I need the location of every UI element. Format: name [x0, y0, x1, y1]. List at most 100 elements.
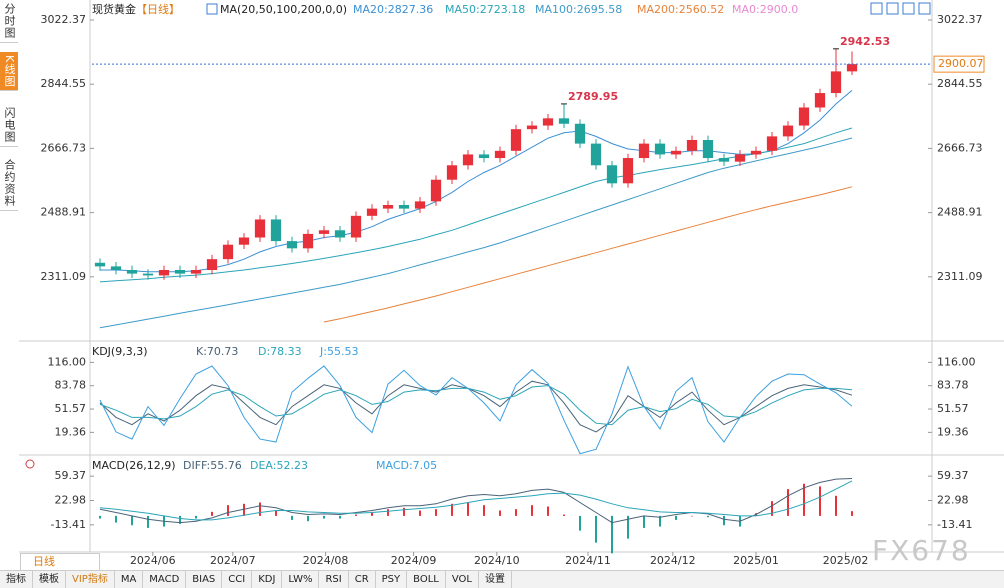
candle-body [494, 150, 506, 159]
candle-body [254, 219, 266, 238]
macd-bar [659, 515, 661, 527]
toolbar-button[interactable]: MA [115, 571, 144, 588]
toolbar-button[interactable]: CR [349, 571, 376, 588]
y-tick-label-right: 2666.73 [937, 141, 983, 154]
macd-bar [323, 515, 325, 519]
macd-bar [179, 515, 181, 524]
macd-bar [547, 506, 549, 516]
y-tick-label-right: 3022.37 [937, 13, 983, 26]
candle-body [558, 118, 570, 124]
toolbar-button[interactable]: BIAS [186, 571, 223, 588]
y-tick-label-right: 116.00 [937, 355, 976, 368]
x-tick-label: 2025/01 [733, 554, 779, 567]
settings-icon[interactable] [25, 459, 35, 469]
y-tick-label: -13.41 [51, 518, 86, 531]
side-tab[interactable]: 合约资料 [0, 156, 18, 211]
legend-entry: J:55.53 [319, 345, 358, 358]
y-tick-label-right: 51.57 [937, 402, 969, 415]
candle-body [110, 266, 122, 270]
side-tab[interactable]: 闪电图 [0, 104, 18, 147]
candle-body [462, 154, 474, 166]
background [19, 0, 1004, 569]
toolbar-button[interactable]: CCI [222, 571, 253, 588]
candle-body [318, 230, 330, 234]
candle-body [270, 219, 282, 242]
macd-bar [355, 514, 357, 516]
toolbar-button[interactable]: RSI [319, 571, 349, 588]
y-tick-label: 22.98 [55, 493, 87, 506]
candle-body [222, 244, 234, 260]
y-tick-label: 116.00 [48, 355, 87, 368]
macd-bar [723, 515, 725, 526]
period-tab[interactable]: 日线 [20, 553, 100, 570]
candle-body [686, 140, 698, 151]
y-tick-label: 51.57 [55, 402, 87, 415]
macd-bar [339, 515, 341, 519]
candle-body [654, 143, 666, 155]
y-tick-label: 3022.37 [41, 13, 87, 26]
macd-bar [387, 509, 389, 516]
macd-bar [259, 502, 261, 516]
toolbar-icons[interactable] [870, 2, 931, 15]
legend-entry: MA100:2695.58 [535, 3, 622, 16]
indicator-line [99, 380, 853, 433]
x-tick-label: 2024/10 [474, 554, 520, 567]
side-tab[interactable]: K线图 [0, 52, 18, 92]
toolbar-button[interactable]: 模板 [33, 571, 66, 588]
candle-body [446, 165, 458, 180]
candle-body [766, 136, 778, 151]
candle-body [478, 154, 490, 159]
candle-body [206, 259, 218, 270]
toolbar-button[interactable]: BOLL [407, 571, 446, 588]
icon[interactable] [902, 2, 915, 15]
candle-body [750, 150, 762, 155]
macd-bar [227, 505, 229, 516]
macd-bar [835, 495, 837, 516]
x-tick-label: 2024/07 [210, 554, 256, 567]
y-tick-label-right: 2844.55 [937, 77, 983, 90]
candle-body [126, 270, 138, 274]
macd-bar [195, 515, 197, 519]
macd-bar [147, 515, 149, 528]
toolbar-button[interactable]: KDJ [252, 571, 283, 588]
macd-bar [803, 483, 805, 516]
icon[interactable] [870, 2, 883, 15]
macd-bar [291, 515, 293, 520]
candle-body [798, 107, 810, 126]
toolbar-button[interactable]: 设置 [479, 571, 512, 588]
candle-body [542, 118, 554, 126]
candle-body [574, 123, 586, 144]
macd-bar [579, 515, 581, 531]
icon[interactable] [886, 2, 899, 15]
macd-bar [563, 514, 565, 516]
macd-bar [451, 503, 453, 516]
y-tick-label-right: -13.41 [937, 518, 972, 531]
y-tick-label: 2311.09 [41, 270, 87, 283]
macd-bar [371, 511, 373, 516]
y-tick-label: 2488.91 [41, 206, 87, 219]
side-tab[interactable]: 分时图 [0, 0, 18, 43]
x-tick-label: 2024/06 [130, 554, 176, 567]
toolbar-button[interactable]: PSY [376, 571, 408, 588]
toolbar-button[interactable]: 指标 [0, 571, 33, 588]
candle-body [414, 201, 426, 209]
legend-entry: DIFF:55.76 [183, 459, 242, 472]
legend-entry: K:70.73 [196, 345, 238, 358]
candle-body [302, 233, 314, 249]
macd-bar [627, 515, 629, 539]
toolbar-button[interactable]: LW% [282, 571, 320, 588]
x-tick-label: 2025/02 [823, 554, 869, 567]
toolbar: 指标 模板 VIP指标 MA MACD BIAS CCI KDJ LW% RSI CR PSY BOLL… [0, 570, 1004, 588]
icon[interactable] [918, 2, 931, 15]
toolbar-button[interactable]: MACD [143, 571, 187, 588]
toolbar-button[interactable]: VOL [446, 571, 479, 588]
ma-icon[interactable] [206, 3, 218, 15]
candle-body [718, 158, 730, 162]
legend-entry: DEA:52.23 [250, 459, 308, 472]
toolbar-button[interactable]: VIP指标 [66, 571, 115, 588]
candle-body [782, 125, 794, 137]
indicator-line [99, 385, 853, 426]
macd-bar [643, 515, 645, 528]
macd-bar [771, 501, 773, 516]
